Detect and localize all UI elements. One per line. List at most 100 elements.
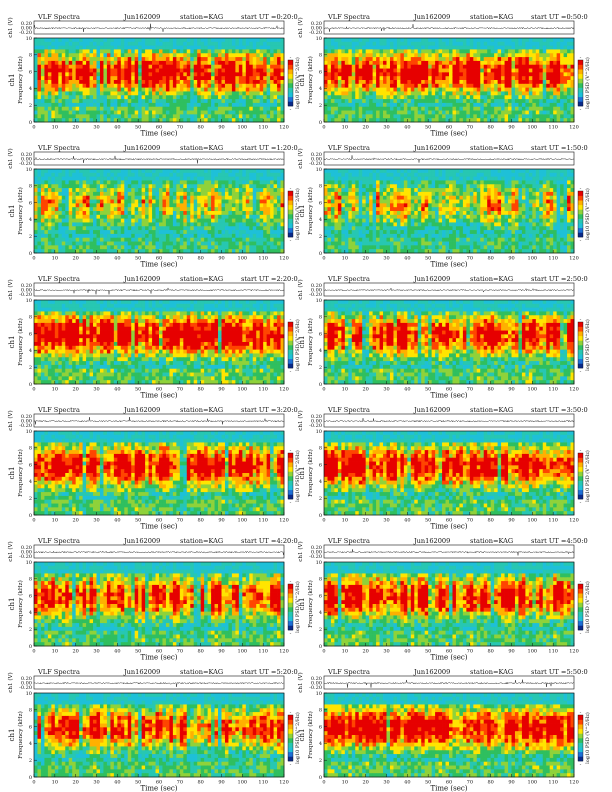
heatmap-cell <box>110 38 115 43</box>
heatmap-cell <box>224 169 229 174</box>
heatmap-cell <box>483 95 488 100</box>
heatmap-cell <box>72 99 77 104</box>
heatmap-cell <box>86 64 90 69</box>
heatmap-cell <box>106 95 111 100</box>
heatmap-cell <box>256 76 261 81</box>
heatmap-cell <box>277 249 281 254</box>
heatmap-cell <box>113 172 118 178</box>
heatmap-cell <box>99 241 104 246</box>
heatmap-cell <box>228 76 233 81</box>
heatmap-cell <box>138 38 143 43</box>
heatmap-cell <box>421 53 426 58</box>
heatmap-cell <box>245 53 250 58</box>
heatmap-cell <box>96 60 101 66</box>
heatmap-cell <box>570 41 575 47</box>
heatmap-cell <box>34 45 38 50</box>
heatmap-cell <box>113 106 118 111</box>
heatmap-cell <box>358 83 363 89</box>
heatmap-cell <box>145 110 149 115</box>
heatmap-cell <box>145 38 149 43</box>
heatmap-cell <box>400 87 405 92</box>
heatmap-cell <box>145 83 149 89</box>
heatmap-cell <box>245 45 250 50</box>
heatmap-cell <box>190 203 195 208</box>
heatmap-cell <box>99 53 104 58</box>
heatmap-cell <box>445 87 450 92</box>
heatmap-cell <box>176 188 181 193</box>
heatmap-cell <box>518 99 523 104</box>
heatmap-cell <box>138 72 143 77</box>
heatmap-cell <box>54 169 59 174</box>
heatmap-cell <box>47 106 52 111</box>
heatmap-cell <box>238 207 243 212</box>
heatmap-cell <box>556 68 561 73</box>
heatmap-cell <box>428 99 433 104</box>
heatmap-cell <box>455 41 460 47</box>
heatmap-cell <box>186 241 191 246</box>
heatmap-cell <box>54 218 59 223</box>
heatmap-cell <box>93 188 97 193</box>
heatmap-cell <box>204 211 209 216</box>
heatmap-cell <box>65 106 70 111</box>
heatmap-cell <box>480 76 485 81</box>
heatmap-cell <box>263 195 268 200</box>
heatmap-cell <box>179 191 184 197</box>
heatmap-cell <box>37 249 42 254</box>
heatmap-cell <box>141 57 146 62</box>
heatmap-cell <box>277 95 281 100</box>
heatmap-cell <box>96 80 101 85</box>
heatmap-cell <box>127 45 132 50</box>
heatmap-cell <box>528 102 533 108</box>
heatmap-cell <box>37 230 42 235</box>
heatmap-cell <box>200 38 205 43</box>
heatmap-cell <box>37 110 42 115</box>
heatmap-cell <box>155 203 160 208</box>
heatmap-cell <box>183 114 188 119</box>
heatmap-cell <box>103 83 108 89</box>
heatmap-cell <box>379 169 384 174</box>
heatmap-cell <box>445 57 450 62</box>
heatmap-cell <box>176 87 181 92</box>
heatmap-cell <box>96 214 101 220</box>
heatmap-cell <box>162 76 167 81</box>
heatmap-cell <box>235 87 240 92</box>
heatmap-cell <box>476 57 481 62</box>
heatmap-cell <box>455 49 460 54</box>
spectrogram-heatmap <box>34 38 285 123</box>
heatmap-cell <box>117 53 122 58</box>
heatmap-cell <box>82 218 87 223</box>
heatmap-cell <box>324 64 328 69</box>
heatmap-cell <box>249 99 254 104</box>
heatmap-cell <box>539 80 544 85</box>
heatmap-cell <box>75 95 80 100</box>
heatmap-cell <box>211 222 215 227</box>
heatmap-cell <box>124 233 129 239</box>
heatmap-cell <box>99 195 104 200</box>
heatmap-cell <box>124 230 129 235</box>
heatmap-cell <box>221 184 226 189</box>
heatmap-cell <box>86 68 90 73</box>
heatmap-cell <box>249 199 254 204</box>
heatmap-cell <box>159 199 163 204</box>
heatmap-cell <box>145 211 149 216</box>
heatmap-cell <box>514 68 519 73</box>
heatmap-cell <box>110 195 115 200</box>
heatmap-cell <box>61 188 66 193</box>
heatmap-cell <box>407 76 412 81</box>
heatmap-cell <box>563 64 568 69</box>
heatmap-cell <box>259 241 264 246</box>
heatmap-cell <box>124 184 129 189</box>
heatmap-cell <box>348 49 353 54</box>
heatmap-cell <box>214 72 219 77</box>
heatmap-cell <box>508 57 512 62</box>
heatmap-cell <box>211 57 215 62</box>
heatmap-cell <box>389 95 394 100</box>
heatmap-cell <box>556 60 561 66</box>
heatmap-cell <box>197 180 202 185</box>
heatmap-cell <box>365 80 370 85</box>
heatmap-cell <box>442 106 446 111</box>
x-tick-label: 80 <box>197 125 203 131</box>
heatmap-cell <box>228 176 233 181</box>
heatmap-cell <box>417 45 422 50</box>
heatmap-cell <box>68 172 73 178</box>
